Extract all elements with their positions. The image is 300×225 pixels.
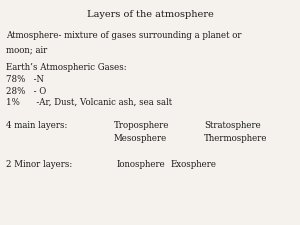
Text: Thermosphere: Thermosphere xyxy=(204,134,268,143)
Text: 1%      -Ar, Dust, Volcanic ash, sea salt: 1% -Ar, Dust, Volcanic ash, sea salt xyxy=(6,98,172,107)
Text: Ionosphere: Ionosphere xyxy=(116,160,165,169)
Text: Atmosphere- mixture of gases surrounding a planet or: Atmosphere- mixture of gases surrounding… xyxy=(6,32,242,40)
Text: Troposphere: Troposphere xyxy=(114,122,170,130)
Text: Mesosphere: Mesosphere xyxy=(114,134,167,143)
Text: 78%   -N: 78% -N xyxy=(6,75,44,84)
Text: 2 Minor layers:: 2 Minor layers: xyxy=(6,160,72,169)
Text: Stratosphere: Stratosphere xyxy=(204,122,261,130)
Text: Layers of the atmosphere: Layers of the atmosphere xyxy=(87,10,213,19)
Text: Earth’s Atmospheric Gases:: Earth’s Atmospheric Gases: xyxy=(6,63,127,72)
Text: moon; air: moon; air xyxy=(6,45,47,54)
Text: 28%   - O: 28% - O xyxy=(6,87,46,96)
Text: Exosphere: Exosphere xyxy=(171,160,217,169)
Text: 4 main layers:: 4 main layers: xyxy=(6,122,68,130)
